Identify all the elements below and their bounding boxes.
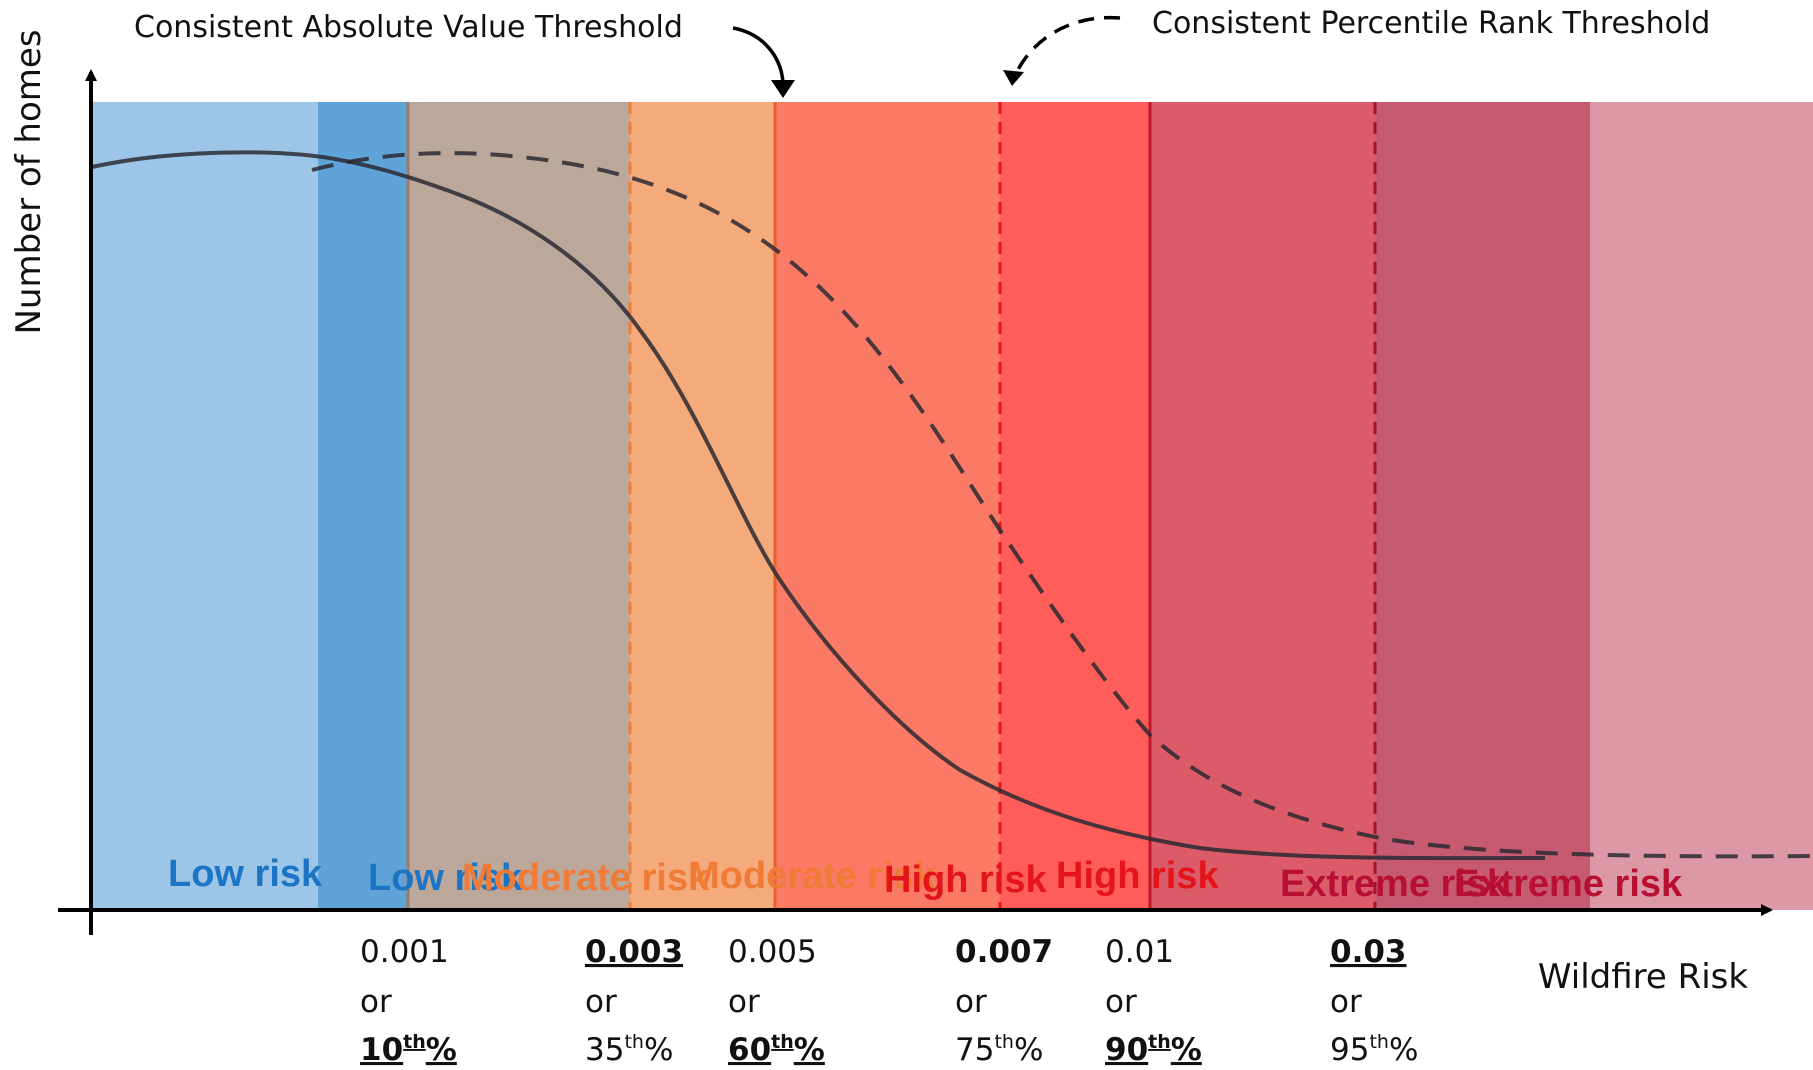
percentile-threshold-arrow: [1012, 15, 1121, 79]
threshold-or: or: [1105, 984, 1137, 1020]
band-extreme-a: [1150, 102, 1375, 910]
threshold-value: 0.005: [728, 934, 817, 970]
band-extreme-b: [1375, 102, 1590, 910]
band-high-b: [1000, 102, 1150, 910]
threshold-percentile: 90th%: [1105, 1031, 1202, 1068]
distribution-curves: [91, 150, 1813, 861]
threshold-value: 0.03: [1330, 934, 1407, 970]
annotations: Consistent Absolute Value Threshold Cons…: [134, 6, 1710, 98]
risk-label-1: Low risk: [168, 853, 323, 895]
percentile-threshold-annotation: Consistent Percentile Rank Threshold: [1152, 6, 1710, 41]
y-axis-label: Number of homes: [9, 29, 49, 334]
threshold-lines: [406, 102, 1377, 910]
threshold-label-3: 0.005 or 60th%: [728, 934, 825, 1068]
threshold-percentile: 35th%: [585, 1031, 673, 1068]
band-low-a: [92, 102, 318, 910]
band-moderate-b: [630, 102, 775, 910]
risk-label-7: Extreme risk: [1280, 863, 1509, 905]
risk-label-4: Moderate risk: [688, 855, 936, 897]
absolute-arrow-head: [771, 80, 795, 98]
band-low-b: [318, 102, 408, 910]
absolute-threshold-curve: [91, 150, 1546, 861]
absolute-threshold-annotation: Consistent Absolute Value Threshold: [134, 10, 683, 45]
x-axis-label: Wildfire Risk: [1538, 957, 1749, 997]
threshold-label-5: 0.01 or 90th%: [1105, 934, 1202, 1068]
band-extreme-c: [1590, 102, 1813, 910]
threshold-percentile: 95th%: [1330, 1031, 1418, 1068]
risk-label-6: High risk: [1056, 855, 1219, 897]
threshold-value-labels: 0.001or10th%0.003or35th%0.005or60th%0.00…: [360, 934, 1418, 1068]
threshold-percentile: 10th%: [360, 1031, 457, 1068]
threshold-value: 0.003: [585, 934, 683, 970]
axes: Number of homes Wildfire Risk: [9, 29, 1773, 997]
band-high-a: [775, 102, 1000, 910]
threshold-label-2: 0.003 or 35th%: [585, 934, 683, 1068]
percentile-arrow-head: [1003, 70, 1024, 86]
threshold-label-4: 0.007 or 75th%: [955, 934, 1053, 1068]
risk-label-2: Low risk: [368, 857, 523, 899]
threshold-or: or: [728, 984, 760, 1020]
risk-bands: [92, 102, 1813, 910]
threshold-or: or: [360, 984, 392, 1020]
threshold-or: or: [955, 984, 987, 1020]
threshold-value: 0.01: [1105, 934, 1174, 970]
threshold-value: 0.007: [955, 934, 1053, 970]
threshold-percentile: 60th%: [728, 1031, 825, 1068]
threshold-label-1: 0.001 or 10th%: [360, 934, 457, 1068]
percentile-threshold-curve: [311, 151, 1813, 859]
threshold-or: or: [585, 984, 617, 1020]
threshold-or: or: [1330, 984, 1362, 1020]
threshold-value: 0.001: [360, 934, 449, 970]
risk-label-8: Extreme risk: [1454, 863, 1683, 905]
risk-label-3: Moderate risk: [462, 857, 710, 899]
threshold-percentile: 75th%: [955, 1031, 1043, 1068]
threshold-label-6: 0.03 or 95th%: [1330, 934, 1418, 1068]
band-moderate-a: [408, 102, 630, 910]
risk-label-5: High risk: [884, 859, 1047, 901]
